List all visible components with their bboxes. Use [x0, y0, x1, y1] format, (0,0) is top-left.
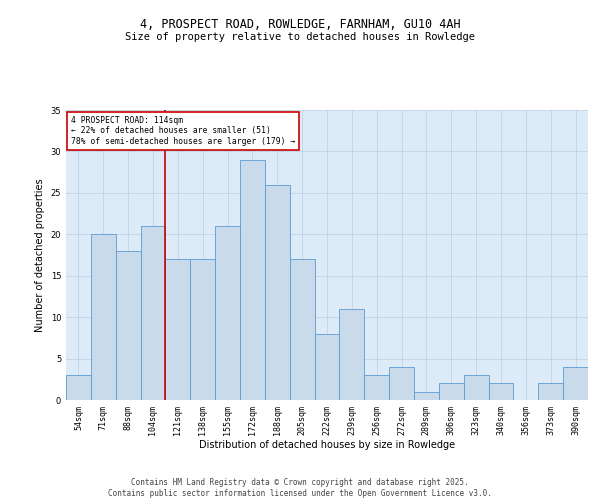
Bar: [290, 259, 314, 400]
Bar: [414, 392, 439, 400]
Bar: [240, 160, 265, 400]
Bar: [215, 226, 240, 400]
Bar: [166, 259, 190, 400]
Text: Size of property relative to detached houses in Rowledge: Size of property relative to detached ho…: [125, 32, 475, 42]
Bar: [314, 334, 340, 400]
Text: 4, PROSPECT ROAD, ROWLEDGE, FARNHAM, GU10 4AH: 4, PROSPECT ROAD, ROWLEDGE, FARNHAM, GU1…: [140, 18, 460, 30]
Bar: [116, 251, 140, 400]
Bar: [66, 375, 91, 400]
Bar: [538, 384, 563, 400]
Bar: [190, 259, 215, 400]
Bar: [389, 367, 414, 400]
Bar: [364, 375, 389, 400]
Bar: [140, 226, 166, 400]
Bar: [340, 309, 364, 400]
Bar: [439, 384, 464, 400]
Bar: [91, 234, 116, 400]
Bar: [265, 184, 290, 400]
Text: Contains HM Land Registry data © Crown copyright and database right 2025.
Contai: Contains HM Land Registry data © Crown c…: [108, 478, 492, 498]
Y-axis label: Number of detached properties: Number of detached properties: [35, 178, 45, 332]
Text: 4 PROSPECT ROAD: 114sqm
← 22% of detached houses are smaller (51)
78% of semi-de: 4 PROSPECT ROAD: 114sqm ← 22% of detache…: [71, 116, 295, 146]
Bar: [563, 367, 588, 400]
Bar: [464, 375, 488, 400]
X-axis label: Distribution of detached houses by size in Rowledge: Distribution of detached houses by size …: [199, 440, 455, 450]
Bar: [488, 384, 514, 400]
